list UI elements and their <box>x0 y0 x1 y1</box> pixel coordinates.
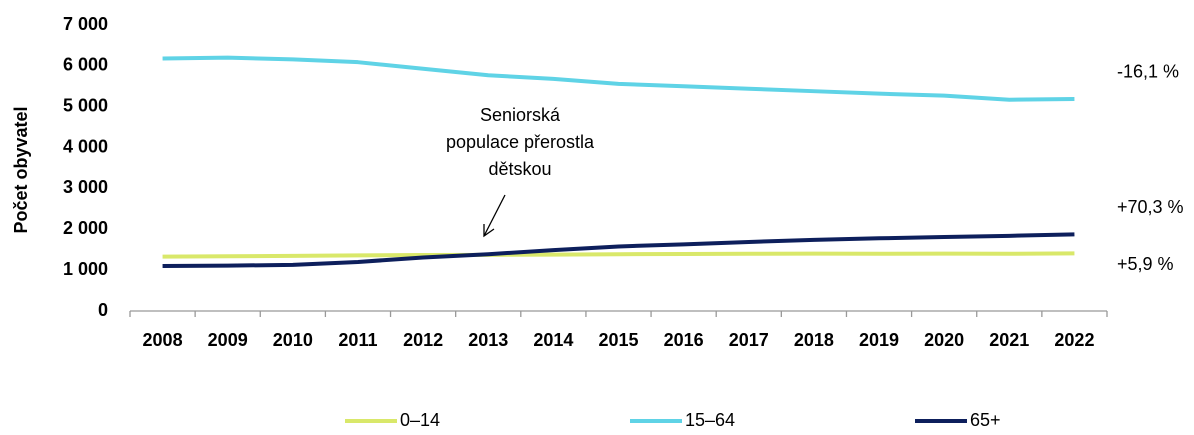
y-tick-label: 3 000 <box>63 177 108 197</box>
x-tick-label: 2017 <box>729 330 769 350</box>
end-label: -16,1 % <box>1117 62 1179 82</box>
x-tick-label: 2015 <box>598 330 638 350</box>
x-tick-label: 2018 <box>794 330 834 350</box>
annotation: dětskou <box>488 159 551 179</box>
y-tick-label: 5 000 <box>63 95 108 115</box>
annotation: Seniorská <box>480 105 561 125</box>
annotation: populace přerostla <box>446 132 595 152</box>
x-tick-label: 2010 <box>273 330 313 350</box>
annotation-arrowhead <box>483 224 495 238</box>
x-tick-label: 2008 <box>143 330 183 350</box>
legend-label: 65+ <box>970 410 1001 430</box>
series-line <box>162 55 1075 102</box>
y-tick-label: 0 <box>98 300 108 320</box>
x-tick-label: 2021 <box>989 330 1029 350</box>
x-tick-label: 2011 <box>338 330 377 350</box>
annotation-arrow <box>483 194 506 237</box>
y-tick-label: 4 000 <box>63 136 108 156</box>
x-tick-label: 2019 <box>859 330 899 350</box>
y-axis-title: Počet obyvatel <box>11 106 31 233</box>
y-tick-label: 2 000 <box>63 218 108 238</box>
x-tick-label: 2012 <box>403 330 443 350</box>
y-tick-label: 6 000 <box>63 55 108 75</box>
x-tick-label: 2013 <box>468 330 508 350</box>
series-line <box>162 251 1075 259</box>
x-tick-label: 2014 <box>533 330 573 350</box>
x-tick-label: 2009 <box>208 330 248 350</box>
end-label: +70,3 % <box>1117 197 1184 217</box>
x-tick-label: 2022 <box>1054 330 1094 350</box>
x-tick-label: 2016 <box>664 330 704 350</box>
y-tick-label: 1 000 <box>63 259 108 279</box>
x-tick-label: 2020 <box>924 330 964 350</box>
end-label: +5,9 % <box>1117 254 1174 274</box>
legend-label: 15–64 <box>685 410 735 430</box>
y-tick-label: 7 000 <box>63 14 108 34</box>
series-line <box>162 232 1075 269</box>
legend-label: 0–14 <box>400 410 440 430</box>
